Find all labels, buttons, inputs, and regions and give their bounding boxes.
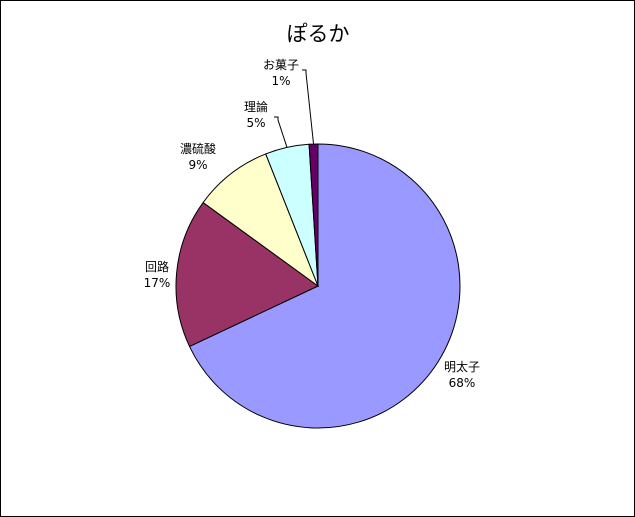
- leader-line: [274, 116, 288, 148]
- slice-label: 濃硫酸: [180, 141, 216, 156]
- slice-percent-label: 17%: [144, 276, 171, 290]
- pie-slice-3: [202, 153, 320, 288]
- slice-label: 理論: [244, 99, 268, 114]
- slice-percent-label: 5%: [246, 116, 265, 130]
- slice-percent-label: 1%: [271, 74, 290, 88]
- chart-title: ぽるか: [287, 22, 350, 46]
- pie-slice-1: [188, 143, 461, 429]
- leader-line: [302, 69, 315, 145]
- slice-percent-label: 9%: [188, 158, 207, 172]
- pie-slice-2: [175, 201, 319, 348]
- slice-label: 明太子: [444, 359, 480, 374]
- slice-percent-label: 68%: [449, 376, 476, 390]
- slice-label: お菓子: [263, 58, 299, 72]
- slice-label: 回路: [145, 259, 169, 274]
